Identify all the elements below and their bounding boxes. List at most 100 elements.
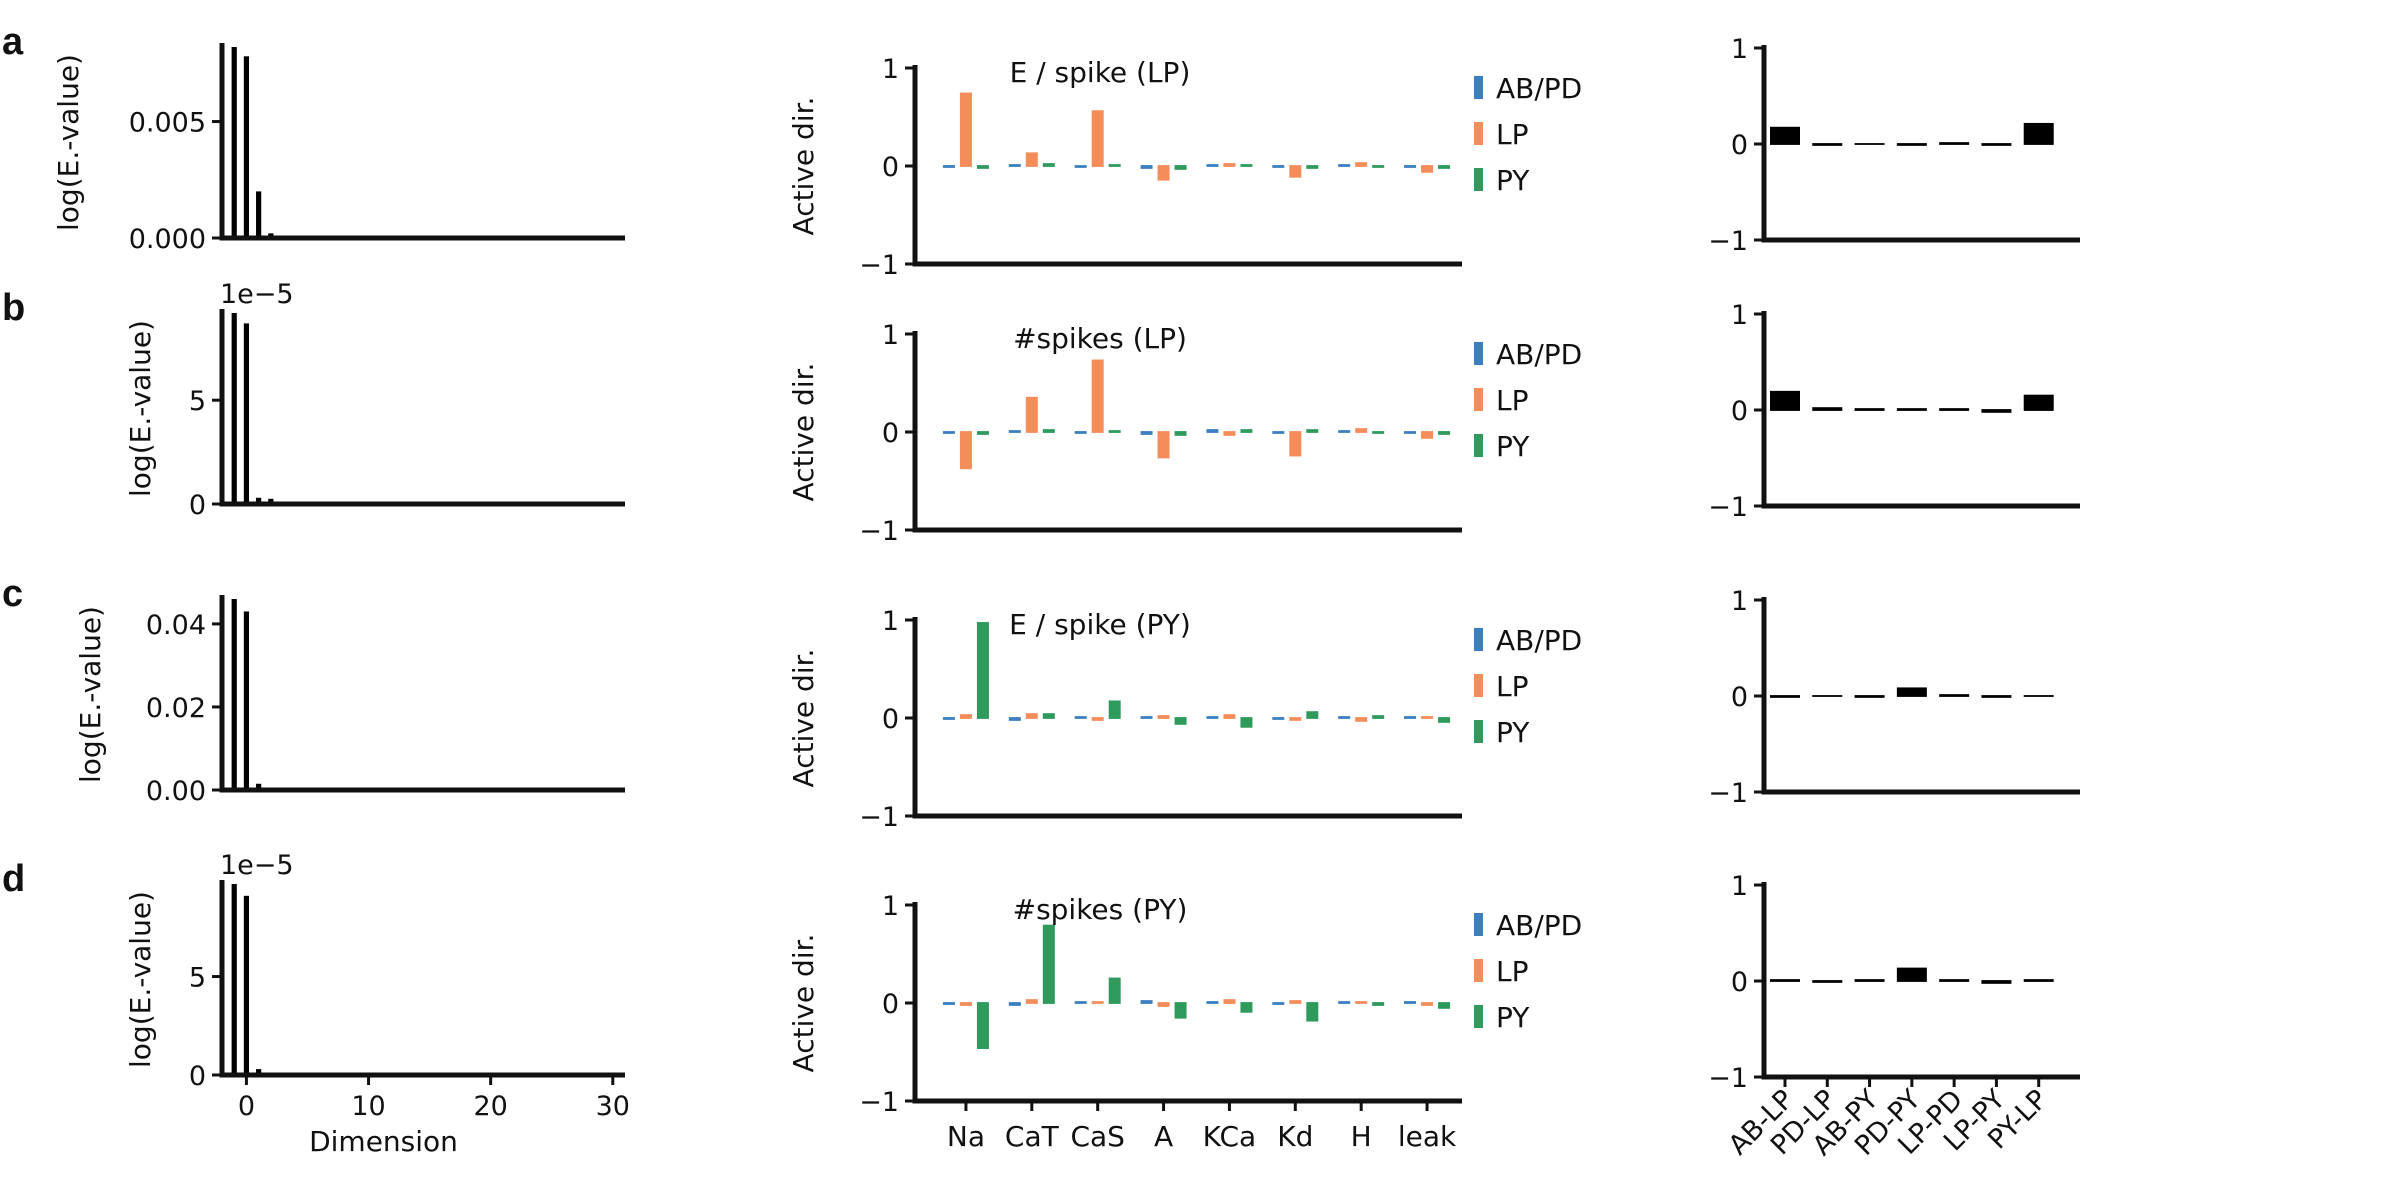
active-bar-lp-kd bbox=[1289, 165, 1302, 178]
synapse-bar-ab-lp bbox=[1770, 695, 1800, 698]
active-bar-py-cas bbox=[1108, 977, 1121, 1004]
active-y-axis-label: Active dir. bbox=[787, 649, 820, 788]
active-bar-py-cat bbox=[1042, 924, 1055, 1004]
active-bar-py-leak bbox=[1438, 1002, 1451, 1009]
active-bar-lp-na bbox=[959, 92, 972, 167]
active-bar-py-cat bbox=[1042, 713, 1055, 719]
legend-label: LP bbox=[1496, 118, 1528, 151]
active-x-tick-label: A bbox=[1154, 1120, 1173, 1153]
active-bar-abpd-kca bbox=[1206, 429, 1219, 433]
active-bar-lp-kd bbox=[1289, 717, 1302, 721]
active-bar-abpd-a bbox=[1140, 1000, 1153, 1004]
synapse-y-tick-label: −1 bbox=[1708, 778, 1748, 809]
legend-swatch-lp bbox=[1474, 959, 1483, 982]
active-bar-py-cat bbox=[1042, 163, 1055, 167]
active-bar-py-kd bbox=[1306, 711, 1319, 719]
synapse-bar-ab-py bbox=[1854, 143, 1885, 145]
legend-swatch-py bbox=[1474, 720, 1483, 743]
active-x-tick-label: leak bbox=[1398, 1120, 1457, 1153]
panel-b: b 0 5 1e−5 log(E.-value) −1 0 1 #spikes (LP) Acti… bbox=[2, 279, 2080, 547]
synapse-y-tick-label: 0 bbox=[1731, 130, 1748, 161]
active-bar-py-a bbox=[1174, 1002, 1187, 1019]
active-bar-py-na bbox=[976, 622, 989, 719]
eigen-y-tick-label: 5 bbox=[189, 386, 206, 417]
active-bar-abpd-na bbox=[942, 717, 955, 720]
active-bar-lp-kca bbox=[1223, 431, 1236, 436]
synapse-y-tick-label: 1 bbox=[1731, 34, 1748, 65]
active-title: E / spike (PY) bbox=[1009, 608, 1191, 641]
legend-label: AB/PD bbox=[1496, 72, 1582, 105]
legend-label: PY bbox=[1496, 164, 1530, 197]
active-bar-lp-cat bbox=[1025, 396, 1038, 433]
eigen-y-tick-label: 0.04 bbox=[146, 610, 206, 641]
synapse-bar-py-lp bbox=[2023, 394, 2054, 411]
legend-swatch-abpd bbox=[1474, 913, 1483, 936]
eigen-offset-text: 1e−5 bbox=[220, 850, 294, 881]
active-bar-py-kca bbox=[1240, 164, 1253, 167]
eigenvalue-bar bbox=[268, 498, 274, 504]
active-bar-py-kd bbox=[1306, 1002, 1319, 1022]
synapse-bar-lp-py bbox=[1981, 143, 2012, 146]
synapse-bar-ab-py bbox=[1854, 408, 1885, 411]
active-bar-lp-na bbox=[959, 1002, 972, 1006]
eigen-y-tick-label: 0 bbox=[189, 1061, 206, 1092]
active-bar-lp-h bbox=[1355, 428, 1368, 433]
legend-swatch-lp bbox=[1474, 388, 1483, 411]
legend: AB/PD LP PY bbox=[1474, 909, 1582, 1034]
eigen-y-axis-label: log(E.-value) bbox=[52, 54, 85, 231]
active-bar-py-kd bbox=[1306, 165, 1319, 169]
eigenvalue-bar bbox=[256, 497, 262, 504]
legend: AB/PD LP PY bbox=[1474, 624, 1582, 749]
eigenvalue-chart: 0 5 1e−5 log(E.-value) bbox=[124, 279, 625, 521]
active-y-tick-label: 0 bbox=[882, 418, 899, 449]
synapse-bar-pd-py bbox=[1896, 408, 1927, 411]
legend-label: LP bbox=[1496, 384, 1528, 417]
synapse-bar-pd-lp bbox=[1812, 980, 1843, 983]
synapse-bar-lp-pd bbox=[1939, 979, 1970, 982]
eigenvalue-bar bbox=[231, 599, 237, 790]
synapse-bar-pd-lp bbox=[1812, 695, 1843, 697]
legend-label: AB/PD bbox=[1496, 909, 1582, 942]
active-bar-abpd-cas bbox=[1074, 165, 1087, 168]
active-bar-lp-leak bbox=[1421, 431, 1434, 439]
synapse-y-tick-label: 0 bbox=[1731, 396, 1748, 427]
active-x-tick-label: CaS bbox=[1070, 1120, 1124, 1153]
eigenvalue-bar bbox=[243, 611, 250, 790]
synapse-y-tick-label: −1 bbox=[1708, 1063, 1748, 1094]
eigenvalue-bar bbox=[256, 1069, 262, 1075]
synapse-bar-py-lp bbox=[2023, 695, 2054, 697]
active-bar-lp-leak bbox=[1421, 716, 1434, 719]
eigen-y-tick-label: 0.005 bbox=[129, 108, 206, 139]
active-y-tick-label: −1 bbox=[859, 250, 899, 281]
active-bar-abpd-cat bbox=[1008, 1002, 1021, 1006]
active-bar-lp-leak bbox=[1421, 1002, 1434, 1006]
active-bar-lp-leak bbox=[1421, 165, 1434, 173]
active-bar-py-h bbox=[1372, 715, 1385, 719]
active-bar-abpd-h bbox=[1338, 430, 1351, 433]
active-bar-abpd-a bbox=[1140, 716, 1153, 719]
legend-swatch-abpd bbox=[1474, 76, 1483, 99]
active-bar-abpd-leak bbox=[1404, 716, 1417, 719]
legend-swatch-py bbox=[1474, 168, 1483, 191]
active-y-axis-label: Active dir. bbox=[787, 363, 820, 502]
panel-a: a 0.000 0.005 log(E.-value) −1 0 1 E / spike (L… bbox=[2, 21, 2080, 281]
synapse-bar-pd-lp bbox=[1812, 407, 1843, 411]
synapse-bar-lp-pd bbox=[1939, 142, 1970, 145]
synapse-bar-lp-pd bbox=[1939, 408, 1970, 411]
active-bar-lp-h bbox=[1355, 1001, 1368, 1004]
active-x-tick-label: KCa bbox=[1203, 1120, 1257, 1153]
eigen-offset-text: 1e−5 bbox=[220, 279, 294, 310]
active-x-tick-label: CaT bbox=[1005, 1120, 1060, 1153]
active-bar-py-kca bbox=[1240, 429, 1253, 433]
active-bar-lp-na bbox=[959, 431, 972, 470]
active-title: #spikes (PY) bbox=[1013, 893, 1188, 926]
eigen-y-axis-label: log(E.-value) bbox=[124, 891, 157, 1068]
synapse-y-tick-label: 1 bbox=[1731, 586, 1748, 617]
active-bar-lp-a bbox=[1157, 165, 1170, 181]
panel-letter: a bbox=[2, 21, 24, 63]
legend-label: PY bbox=[1496, 1001, 1530, 1034]
synapse-y-tick-label: −1 bbox=[1708, 492, 1748, 523]
eigen-x-axis-label: Dimension bbox=[309, 1125, 458, 1158]
synapse-bar-lp-py bbox=[1981, 980, 2012, 984]
eigenvalue-bar bbox=[231, 313, 237, 504]
